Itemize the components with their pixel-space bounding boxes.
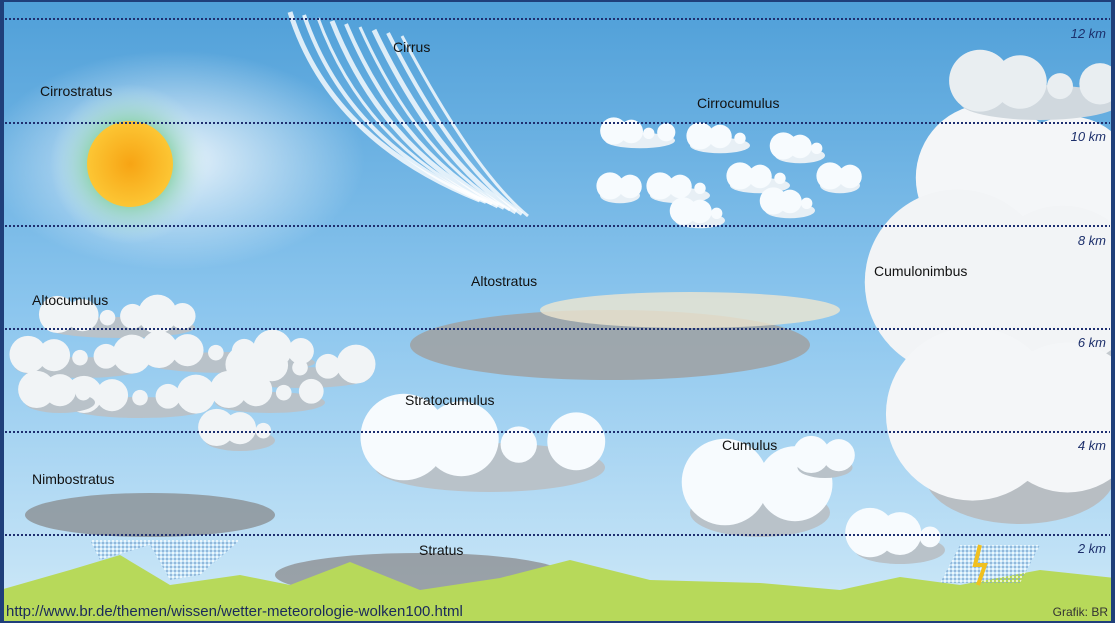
cloud-puff: [920, 526, 941, 547]
cloud-puff: [688, 200, 712, 224]
cloud-puff: [708, 125, 732, 149]
cloud-puff: [171, 334, 203, 366]
cloud-diagram: 12 km 10 km 8 km 6 km 4 km 2 km Cirrus C…: [0, 0, 1115, 623]
cloud-puff: [823, 439, 855, 471]
cloud-puff: [668, 175, 692, 199]
cloud-puff: [424, 401, 499, 476]
cloud-puff: [44, 374, 76, 406]
nimbostratus: [25, 493, 275, 537]
cloud-puff: [801, 198, 812, 209]
altitude-label: 4 km: [1078, 438, 1106, 453]
cloud-puff: [778, 190, 802, 214]
cloud-label: Nimbostratus: [32, 471, 114, 487]
cloud-puff: [208, 345, 224, 361]
credit: Grafik: BR: [1053, 605, 1109, 619]
cloud-puff: [711, 208, 722, 219]
altitude-label: 2 km: [1077, 541, 1106, 556]
cloud-label: Altocumulus: [32, 292, 108, 308]
cloud-puff: [748, 165, 772, 189]
cloud-puff: [76, 385, 92, 401]
source-url: http://www.br.de/themen/wissen/wetter-me…: [6, 603, 463, 620]
cloud-puff: [292, 360, 308, 376]
altitude-label: 12 km: [1071, 26, 1107, 41]
cloud-puff: [694, 183, 705, 194]
cloud-puff: [547, 412, 605, 470]
cloud-puff: [1047, 73, 1073, 99]
cloud: [596, 172, 641, 203]
cloud-puff: [299, 379, 324, 404]
cloud-puff: [643, 128, 654, 139]
cloud-puff: [256, 423, 272, 439]
cloud-label: Cirrus: [393, 39, 430, 55]
cloud-puff: [993, 55, 1047, 109]
cloud-puff: [72, 350, 88, 366]
cloud-label: Cumulus: [722, 437, 777, 453]
cloud-puff: [169, 303, 195, 329]
cloud-puff: [838, 165, 862, 189]
cloud-label: Cirrostratus: [40, 83, 112, 99]
cloud-puff: [774, 173, 785, 184]
altostratus: [540, 292, 840, 328]
cloud-puff: [132, 390, 148, 406]
altitude-label: 10 km: [1071, 129, 1107, 144]
cloud-puff: [224, 412, 256, 444]
cloud-puff: [113, 335, 152, 374]
cloud: [816, 162, 861, 193]
cloud-label: Cumulonimbus: [874, 263, 967, 279]
cloud-puff: [734, 133, 745, 144]
cloud-puff: [96, 379, 128, 411]
cloud-puff: [619, 120, 643, 144]
cloud-puff: [177, 375, 216, 414]
cloud-label: Stratus: [419, 542, 463, 558]
cloud-label: Cirrocumulus: [697, 95, 779, 111]
cloud-puff: [38, 339, 70, 371]
cloud-puff: [879, 512, 922, 555]
cloud-puff: [276, 385, 292, 401]
cloud-puff: [100, 310, 116, 326]
altitude-label: 8 km: [1078, 233, 1106, 248]
sun: [87, 121, 173, 207]
cloud-puff: [788, 135, 812, 159]
cloud-puff: [657, 123, 675, 141]
cloud-puff: [618, 175, 642, 199]
cloud-label: Stratocumulus: [405, 392, 494, 408]
cloud-label: Altostratus: [471, 273, 537, 289]
altitude-label: 6 km: [1078, 335, 1106, 350]
cloud-puff: [337, 345, 376, 384]
cloud-puff: [240, 374, 272, 406]
cloud-puff: [811, 143, 822, 154]
cloud: [793, 436, 855, 478]
